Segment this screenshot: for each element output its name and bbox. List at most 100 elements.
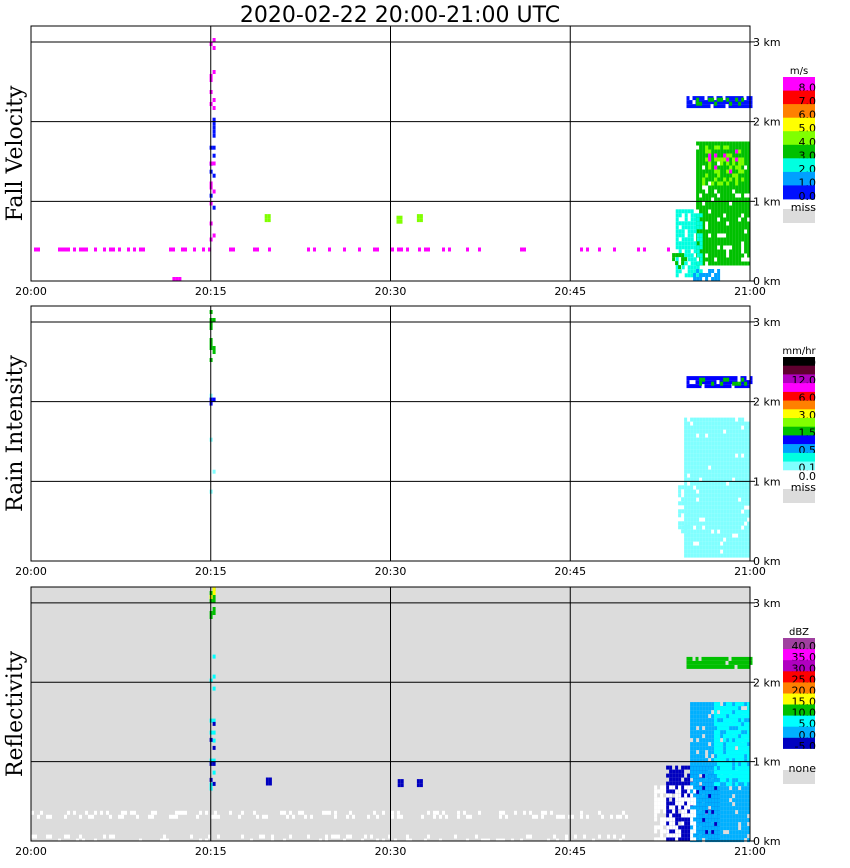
echo-pixel: [678, 825, 682, 830]
echo-pixel: [726, 457, 730, 462]
echo-pixel: [711, 217, 715, 222]
echo-pixel: [693, 481, 697, 486]
echo-pixel: [397, 783, 401, 788]
echo-pixel: [717, 730, 720, 735]
echo-pixel: [142, 247, 145, 252]
echo-pixel: [705, 838, 709, 843]
echo-pixel: [711, 185, 715, 190]
echo-pixel: [212, 718, 216, 723]
echo-pixel: [714, 501, 718, 506]
echo-pixel: [681, 501, 685, 506]
echo-pixel: [690, 481, 694, 486]
echo-pixel: [601, 814, 604, 819]
echo-pixel: [714, 449, 718, 454]
echo-pixel: [705, 758, 709, 763]
echo-pixel: [717, 213, 721, 218]
echo-pixel: [731, 656, 735, 661]
echo-pixel: [732, 505, 736, 510]
echo-pixel: [726, 257, 730, 262]
echo-pixel: [696, 185, 700, 190]
echo-pixel: [708, 97, 712, 102]
echo-pixel: [717, 513, 721, 518]
echo-pixel: [675, 829, 679, 834]
echo-pixel: [696, 441, 700, 446]
echo-pixel: [693, 809, 697, 814]
echo-pixel: [732, 489, 736, 494]
echo-pixel: [714, 782, 717, 787]
echo-pixel: [541, 810, 544, 815]
echo-pixel: [720, 221, 724, 226]
echo-pixel: [717, 722, 720, 727]
echo-pixel: [672, 829, 676, 834]
echo-pixel: [705, 537, 709, 542]
echo-pixel: [741, 173, 745, 178]
echo-pixel: [669, 793, 673, 798]
echo-pixel: [684, 513, 688, 518]
echo-pixel: [702, 817, 706, 822]
echo-pixel: [684, 457, 688, 462]
echo-pixel: [717, 449, 721, 454]
echo-pixel: [696, 173, 700, 178]
echo-pixel: [729, 433, 733, 438]
echo-pixel: [693, 778, 697, 783]
echo-pixel: [619, 814, 622, 819]
echo-pixel: [744, 782, 747, 787]
echo-pixel: [747, 165, 751, 170]
echo-pixel: [735, 449, 739, 454]
echo-pixel: [672, 773, 676, 778]
plot-frame: [30, 305, 751, 562]
echo-pixel: [747, 529, 751, 534]
echo-pixel: [720, 145, 724, 150]
echo-pixel: [735, 706, 738, 711]
echo-pixel: [693, 417, 697, 422]
echo-pixel: [717, 225, 721, 230]
echo-pixel: [217, 814, 220, 819]
echo-pixel: [699, 505, 703, 510]
echo-pixel: [625, 814, 628, 819]
echo-pixel: [681, 485, 685, 490]
echo-pixel: [747, 702, 750, 707]
echo-pixel: [744, 261, 748, 266]
echo-pixel: [681, 525, 685, 530]
echo-pixel: [720, 810, 724, 815]
echo-pixel: [693, 437, 697, 442]
echo-pixel: [690, 513, 694, 518]
echo-pixel: [720, 421, 724, 426]
echo-pixel: [693, 813, 697, 818]
echo-pixel: [693, 837, 697, 842]
echo-pixel: [583, 834, 586, 839]
echo-pixel: [735, 433, 739, 438]
echo-pixel: [720, 469, 724, 474]
echo-pixel: [717, 838, 721, 843]
echo-pixel: [735, 237, 739, 242]
echo-pixel: [726, 770, 729, 775]
echo-pixel: [737, 384, 741, 389]
echo-pixel: [741, 169, 745, 174]
echo-pixel: [732, 181, 736, 186]
echo-pixel: [717, 830, 721, 835]
echo-pixel: [448, 247, 451, 252]
echo-pixel: [687, 493, 691, 498]
echo-pixel: [267, 218, 271, 223]
echo-pixel: [738, 738, 741, 743]
echo-pixel: [735, 457, 739, 462]
echo-pixel: [711, 742, 715, 747]
echo-pixel: [723, 489, 727, 494]
echo-pixel: [687, 225, 691, 230]
echo-pixel: [738, 838, 742, 843]
echo-pixel: [738, 201, 742, 206]
echo-pixel: [708, 537, 712, 542]
echo-pixel: [669, 829, 673, 834]
echo-pixel: [741, 377, 745, 382]
echo-pixel: [714, 229, 718, 234]
echo-pixel: [696, 485, 700, 490]
echo-pixel: [693, 545, 697, 550]
echo-pixel: [693, 517, 697, 522]
echo-pixel: [729, 750, 732, 755]
echo-pixel: [702, 794, 706, 799]
x-tick-label: 20:30: [375, 285, 407, 298]
echo-pixel: [708, 754, 712, 759]
echo-pixel: [723, 722, 726, 727]
echo-pixel: [720, 802, 724, 807]
